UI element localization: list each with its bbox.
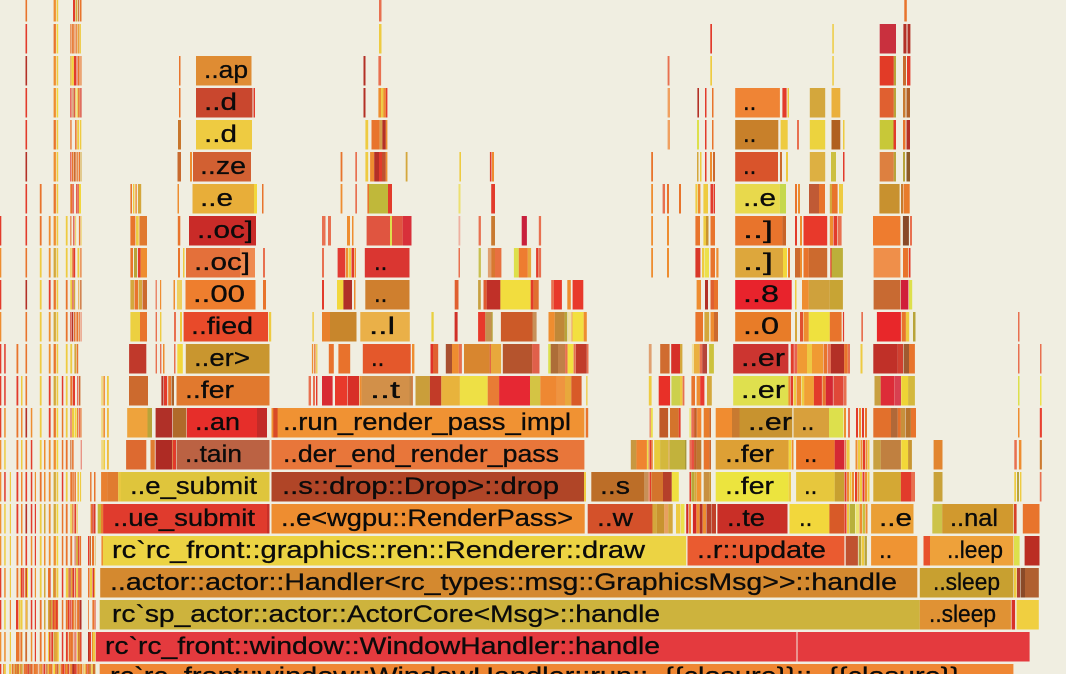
svg-text:..fer: ..fer <box>725 441 774 468</box>
svg-text:..]: ..] <box>743 249 773 276</box>
svg-text:..00: ..00 <box>193 281 245 308</box>
svg-text:..: .. <box>801 409 814 436</box>
svg-text:..: .. <box>743 153 756 180</box>
svg-text:..oc]: ..oc] <box>197 217 253 244</box>
svg-text:..run_render_pass_impl: ..run_render_pass_impl <box>283 409 571 436</box>
svg-text:..er: ..er <box>741 345 785 372</box>
svg-text:..er: ..er <box>741 377 785 404</box>
svg-text:..leep: ..leep <box>947 537 1003 564</box>
svg-text:..t: ..t <box>370 377 400 404</box>
svg-text:..: .. <box>743 121 756 148</box>
svg-text:..er>: ..er> <box>194 345 250 372</box>
svg-text:..an: ..an <box>195 409 240 436</box>
svg-text:..0: ..0 <box>743 313 779 340</box>
svg-text:..l: ..l <box>369 313 395 340</box>
svg-text:..: .. <box>743 89 756 116</box>
svg-text:..tain: ..tain <box>185 441 242 468</box>
svg-text:..: .. <box>374 281 387 308</box>
svg-text:..]: ..] <box>743 217 773 244</box>
svg-text:..: .. <box>804 473 817 500</box>
svg-text:..sleep: ..sleep <box>929 601 996 628</box>
svg-text:..fer: ..fer <box>725 473 774 500</box>
svg-text:rc`sp_actor::actor::ActorCore<: rc`sp_actor::actor::ActorCore<Msg>::hand… <box>112 601 660 628</box>
svg-text:..e: ..e <box>743 185 776 212</box>
svg-text:..e_submit: ..e_submit <box>130 473 257 500</box>
svg-text:..ap: ..ap <box>204 57 248 84</box>
svg-text:..fied: ..fied <box>191 313 253 340</box>
svg-text:..fer: ..fer <box>185 377 234 404</box>
svg-text:rc`rc_front::window::WindowHan: rc`rc_front::window::WindowHandler::hand… <box>105 633 660 660</box>
svg-text:..actor::actor::Handler<rc_typ: ..actor::actor::Handler<rc_types::msg::G… <box>110 569 897 596</box>
svg-text:..: .. <box>804 441 817 468</box>
svg-text:..ue_submit: ..ue_submit <box>113 505 255 532</box>
svg-text:..e: ..e <box>200 185 233 212</box>
svg-text:..sleep: ..sleep <box>933 569 1000 596</box>
svg-text:..: .. <box>799 505 812 532</box>
svg-text:..r::update: ..r::update <box>697 537 826 564</box>
svg-text:..oc]: ..oc] <box>194 249 250 276</box>
svg-text:..8: ..8 <box>743 281 779 308</box>
svg-text:..: .. <box>371 345 384 372</box>
svg-text:..te: ..te <box>727 505 765 532</box>
svg-text:..w: ..w <box>597 505 634 532</box>
svg-text:rc`rc_front::window::WindowHan: rc`rc_front::window::WindowHandler::run:… <box>110 663 960 674</box>
svg-text:..der_end_render_pass: ..der_end_render_pass <box>283 441 559 468</box>
svg-text:..e: ..e <box>879 505 912 532</box>
svg-text:..nal: ..nal <box>950 505 998 532</box>
svg-text:rc`rc_front::graphics::ren::Re: rc`rc_front::graphics::ren::Renderer::dr… <box>112 537 646 564</box>
svg-text:..d: ..d <box>204 89 237 116</box>
svg-text:..s::drop::Drop>::drop: ..s::drop::Drop>::drop <box>282 473 559 500</box>
svg-text:..e<wgpu::RenderPass>: ..e<wgpu::RenderPass> <box>281 505 573 532</box>
svg-text:..d: ..d <box>204 121 237 148</box>
svg-text:..er: ..er <box>748 409 792 436</box>
svg-text:..: .. <box>879 537 892 564</box>
svg-text:..ze: ..ze <box>200 153 246 180</box>
svg-text:..s: ..s <box>600 473 630 500</box>
svg-text:..: .. <box>374 249 387 276</box>
